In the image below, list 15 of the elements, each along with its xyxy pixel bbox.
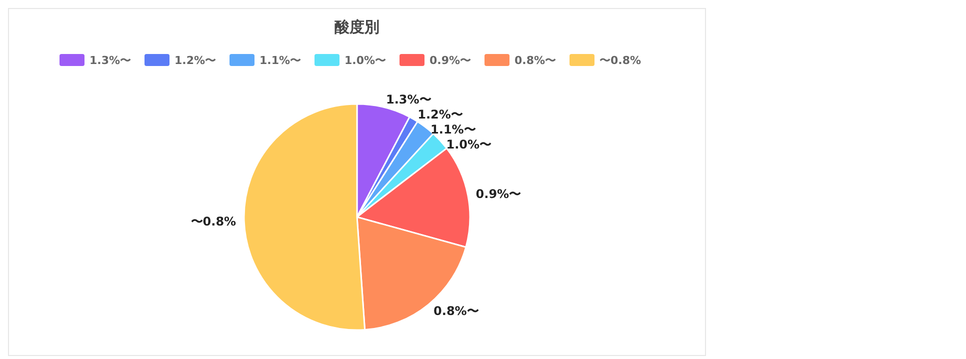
- slice-label: 1.3%〜: [386, 92, 432, 107]
- legend-label: 0.9%〜: [430, 54, 472, 67]
- slice-label: 1.1%〜: [430, 122, 476, 137]
- legend-label: 1.2%〜: [174, 54, 216, 67]
- legend-label: 1.3%〜: [90, 54, 132, 67]
- slice-label: 0.9%〜: [476, 187, 522, 202]
- slice-label: 0.8%〜: [434, 304, 479, 318]
- slice-label: 〜0.8%: [190, 214, 236, 228]
- slice-label: 1.2%〜: [418, 108, 463, 122]
- legend-label: 0.8%〜: [514, 54, 556, 67]
- slice-label: 1.0%〜: [446, 138, 492, 152]
- chart-title: 酸度別: [334, 18, 380, 36]
- legend-label: 〜0.8%: [600, 54, 642, 67]
- legend-label: 1.0%〜: [344, 54, 386, 67]
- legend-label: 1.1%〜: [260, 54, 302, 67]
